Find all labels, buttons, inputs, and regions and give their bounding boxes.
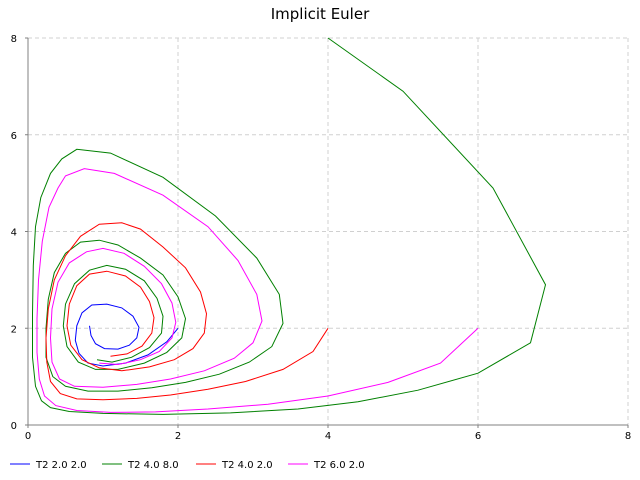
y-tick-label: 8	[11, 34, 17, 45]
x-tick-label: 4	[325, 431, 331, 442]
x-tick-label: 8	[625, 431, 631, 442]
x-tick-label: 2	[175, 431, 181, 442]
y-tick-label: 6	[11, 131, 17, 142]
y-tick-label: 2	[11, 324, 17, 335]
series-line	[45, 222, 329, 401]
legend: T2 2.0 2.0 T2 4.0 8.0 T2 4.0 2.0 T2 6.0 2.0	[10, 460, 365, 471]
legend-label: T2 4.0 8.0	[127, 460, 179, 471]
y-tick-label: 0	[11, 421, 17, 432]
axes: 0 2 4 6 8 0 2 4 6 8	[11, 34, 632, 442]
x-tick-label: 0	[25, 431, 31, 442]
series-line	[74, 303, 179, 367]
series-line	[32, 37, 547, 415]
series-line	[36, 168, 479, 413]
legend-label: T2 6.0 2.0	[313, 460, 365, 471]
x-tick-label: 6	[475, 431, 481, 442]
chart-title: Implicit Euler	[271, 5, 370, 23]
series-layer	[32, 37, 547, 415]
legend-label: T2 2.0 2.0	[35, 460, 87, 471]
legend-label: T2 4.0 2.0	[221, 460, 273, 471]
y-tick-label: 4	[11, 228, 17, 239]
grid	[28, 37, 629, 425]
